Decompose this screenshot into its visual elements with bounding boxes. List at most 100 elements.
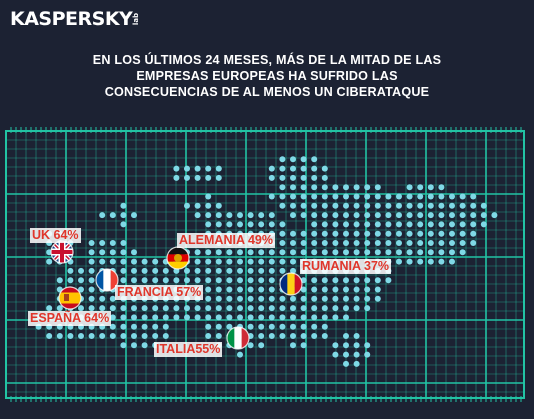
- map-dot: [385, 221, 392, 228]
- map-dot: [300, 174, 307, 181]
- map-dot: [427, 193, 434, 200]
- map-dot: [353, 342, 360, 349]
- map-dot: [120, 202, 127, 209]
- map-dot: [279, 323, 286, 330]
- map-dot: [343, 202, 349, 209]
- map-dot: [374, 221, 381, 228]
- map-dot: [343, 249, 349, 256]
- map-dot: [332, 342, 339, 349]
- map-dot: [438, 240, 445, 246]
- germany-flag-icon: [166, 246, 190, 270]
- map-dot: [385, 212, 392, 219]
- map-dot: [194, 305, 201, 312]
- map-dot: [470, 193, 477, 200]
- map-dot: [311, 333, 318, 339]
- map-dot: [279, 249, 286, 256]
- map-dot: [311, 249, 318, 256]
- map-dot: [332, 305, 339, 312]
- map-dot: [311, 277, 318, 284]
- grid-frame: [5, 130, 525, 399]
- map-dot: [427, 202, 434, 209]
- map-dot: [353, 360, 360, 367]
- map-dot: [300, 230, 307, 237]
- map-dot: [470, 240, 477, 246]
- map-dot: [194, 314, 201, 321]
- map-dot: [343, 314, 349, 321]
- map-dot: [321, 295, 328, 302]
- map-dot: [120, 333, 127, 339]
- map-dot: [311, 193, 318, 200]
- map-dot: [215, 277, 222, 284]
- map-dot: [300, 323, 307, 330]
- map-dot: [480, 212, 487, 219]
- map-dot: [374, 202, 381, 209]
- map-dot: [449, 193, 455, 200]
- map-dot: [417, 221, 424, 228]
- map-dot: [374, 249, 381, 256]
- map-dot: [173, 165, 180, 172]
- map-dot: [205, 277, 212, 284]
- map-dot: [88, 249, 95, 256]
- headline: EN LOS ÚLTIMOS 24 MESES, MÁS DE LA MITAD…: [0, 52, 534, 100]
- map-dot: [353, 202, 360, 209]
- map-dot: [438, 221, 445, 228]
- map-dot: [290, 240, 296, 246]
- map-dot: [480, 221, 487, 228]
- map-dot: [321, 286, 328, 293]
- map-dot: [173, 305, 180, 312]
- map-dot: [194, 277, 201, 284]
- map-dot: [99, 240, 106, 246]
- europe-dot-map: [5, 127, 525, 402]
- map-dot: [120, 342, 127, 349]
- map-dot: [215, 174, 222, 181]
- map-dot: [300, 342, 307, 349]
- map-dot: [258, 333, 265, 339]
- map-dot: [459, 230, 466, 237]
- map-dot: [78, 286, 84, 293]
- map-dot: [300, 184, 307, 191]
- map-dot: [184, 202, 190, 209]
- map-dot: [311, 305, 318, 312]
- map-dot: [343, 295, 349, 302]
- map-dot: [311, 212, 318, 219]
- map-dot: [364, 342, 371, 349]
- map-dot: [385, 249, 392, 256]
- map-dot: [237, 351, 243, 358]
- map-dot: [247, 221, 254, 228]
- map-dot: [173, 314, 180, 321]
- map-dot: [205, 333, 212, 339]
- map-dot: [406, 221, 413, 228]
- map-dot: [279, 230, 286, 237]
- map-dot: [237, 314, 243, 321]
- map-dot: [449, 230, 455, 237]
- map-dot: [290, 193, 296, 200]
- map-dot: [364, 184, 371, 191]
- map-dot: [343, 342, 349, 349]
- map-dot: [364, 230, 371, 237]
- map-dot: [268, 221, 275, 228]
- map-dot: [343, 193, 349, 200]
- map-dot: [258, 258, 265, 265]
- map-dot: [449, 202, 455, 209]
- map-dot: [300, 249, 307, 256]
- map-dot: [215, 165, 222, 172]
- map-dot: [406, 184, 413, 191]
- map-dot: [205, 212, 212, 219]
- map-dot: [311, 295, 318, 302]
- grid-lines: [5, 127, 525, 402]
- map-dot: [205, 221, 212, 228]
- map-dot: [205, 174, 212, 181]
- map-dot: [396, 249, 402, 256]
- map-dot: [88, 305, 95, 312]
- map-dot: [99, 295, 106, 302]
- map-dot: [374, 286, 381, 293]
- map-dot: [226, 221, 233, 228]
- map-dot: [46, 305, 53, 312]
- map-dot: [353, 221, 360, 228]
- map-dot: [215, 333, 222, 339]
- callout-alemania: ALEMANIA 49%: [177, 233, 275, 248]
- map-dot: [279, 174, 286, 181]
- map-dot: [332, 184, 339, 191]
- map-dot: [226, 277, 233, 284]
- map-dot: [374, 295, 381, 302]
